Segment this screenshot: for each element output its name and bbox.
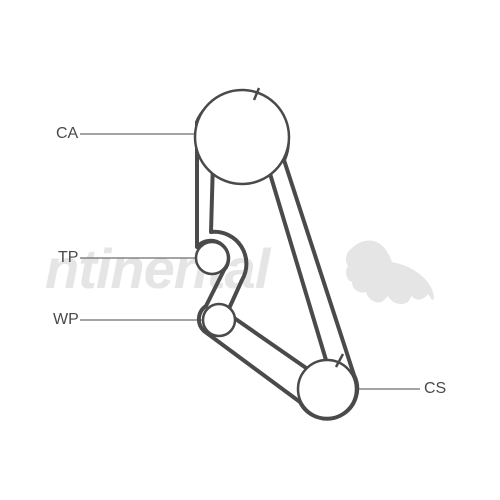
pulley-wp	[203, 304, 235, 336]
label-ca: CA	[56, 125, 79, 142]
pulley-tp	[196, 242, 228, 274]
pulley-cs	[298, 354, 356, 418]
watermark-horse	[346, 241, 434, 304]
pulley-ca	[195, 88, 289, 184]
pulley-tp-circle	[196, 242, 228, 274]
timing-belt-diagram: ntinental CA TP WP CS	[0, 0, 500, 500]
label-cs: CS	[424, 380, 446, 397]
pulley-ca-circle	[195, 90, 289, 184]
pulley-cs-circle	[298, 360, 356, 418]
pulley-wp-circle	[203, 304, 235, 336]
label-tp: TP	[58, 249, 78, 266]
label-wp: WP	[53, 311, 79, 328]
